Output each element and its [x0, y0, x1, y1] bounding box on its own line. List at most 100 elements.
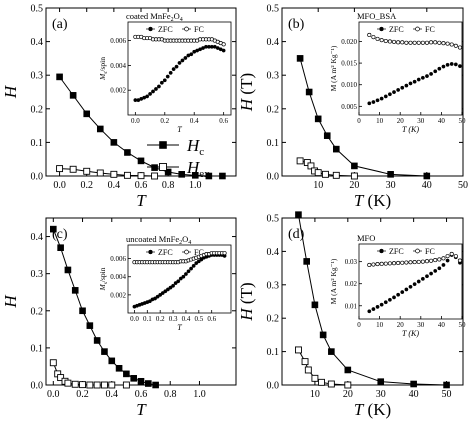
inset-data-point-FC — [404, 40, 409, 45]
data-point-Hc — [83, 110, 91, 118]
y-tick-label: 0.2 — [267, 104, 280, 115]
data-point-Hc — [145, 380, 152, 387]
data-point-Hex — [64, 379, 72, 387]
y-tick-label: 0.5 — [31, 4, 44, 15]
inset-data-point-FC — [424, 259, 430, 264]
inset-x-tick-label: 0 — [357, 117, 361, 125]
inset-data-point-ZFC — [180, 58, 185, 63]
inset-data-point-FC — [400, 40, 405, 45]
inset-y-tick-label: 0.006 — [110, 37, 126, 45]
inset-data-point-ZFC — [189, 266, 193, 271]
data-point-Hc — [93, 337, 101, 344]
inset-data-point-ZFC — [154, 87, 158, 91]
inset-data-point-ZFC — [171, 283, 175, 288]
inset-data-point-ZFC — [156, 84, 161, 89]
data-point-Hex — [110, 170, 118, 178]
inset-data-point-FC — [433, 258, 438, 263]
inset-data-point-ZFC — [445, 62, 450, 67]
data-point-Hex — [83, 167, 91, 175]
legend-marker — [159, 141, 167, 149]
inset-data-point-ZFC — [160, 291, 165, 295]
data-point-Hex — [350, 172, 358, 180]
inset-data-point-FC — [437, 257, 442, 262]
inset-y-tick-label: 0.01 — [345, 302, 358, 310]
inset-data-point-ZFC — [379, 96, 384, 101]
x-tick-label: 10 — [310, 389, 320, 400]
inset-data-point-FC — [441, 256, 446, 261]
inset-data-point-ZFC — [177, 61, 182, 65]
data-point-Hex — [123, 171, 131, 179]
data-point-Hex — [318, 378, 325, 386]
inset-data-point-ZFC — [429, 72, 433, 76]
inset-data-point-ZFC — [178, 276, 183, 281]
inset-y-tick-label: 0.02 — [345, 280, 358, 288]
data-point-Hc — [191, 172, 199, 179]
inset-data-point-ZFC — [404, 83, 409, 88]
x-axis-label: T — [136, 191, 147, 210]
data-point-Hex — [296, 157, 304, 165]
inset-legend-marker — [379, 248, 384, 254]
data-point-Hc — [319, 331, 327, 339]
data-point-Hc — [311, 301, 319, 309]
inset-data-point-ZFC — [166, 287, 170, 292]
inset-data-point-FC — [453, 254, 458, 259]
inset-data-point-ZFC — [194, 261, 199, 266]
inset-data-point-ZFC — [425, 74, 429, 78]
inset-data-point-FC — [396, 40, 401, 45]
data-point-Hc — [410, 380, 417, 388]
inset-frame — [127, 21, 232, 116]
inset-legend-label: FC — [425, 247, 435, 256]
x-tick-label: 0.8 — [164, 389, 177, 400]
inset-data-point-FC — [449, 251, 454, 256]
inset-legend-marker — [148, 26, 153, 32]
inset-x-tick-label: 0.4 — [190, 117, 199, 125]
inset-title: coated MnFe2O4 — [126, 11, 183, 23]
y-tick-label: 0.4 — [31, 37, 44, 48]
inset-title: uncoated MnFe2O4 — [126, 234, 191, 246]
y-tick-label: 0.1 — [267, 347, 280, 358]
inset-data-point-FC — [408, 40, 413, 45]
data-point-Hc — [344, 366, 352, 374]
inset-data-point-FC — [412, 40, 417, 45]
data-point-Hc — [96, 125, 104, 133]
inset-x-tick-label: 0.6 — [219, 117, 228, 125]
y-tick-label: 0.2 — [31, 104, 44, 115]
inset-data-point-ZFC — [433, 69, 438, 74]
inset-data-point-ZFC — [371, 307, 376, 311]
inset-data-point-FC — [416, 259, 421, 264]
y-tick-label: 0.5 — [267, 4, 280, 15]
inset-data-point-ZFC — [392, 295, 396, 300]
y-tick-label: 0.2 — [267, 314, 280, 325]
inset-y-tick-label: 0.004 — [110, 273, 126, 281]
inset-x-tick-label: 10 — [376, 117, 384, 125]
plot-frame — [281, 7, 464, 177]
inset-y-tick-label: 0.002 — [110, 291, 126, 299]
inset-legend-marker — [379, 26, 384, 32]
data-point-Hc — [377, 378, 385, 385]
inset-legend-marker — [184, 249, 189, 255]
data-point-Hc — [115, 364, 123, 372]
inset-data-point-FC — [371, 262, 376, 267]
x-axis-label: T — [136, 400, 147, 419]
data-point-Hc — [151, 164, 158, 171]
data-point-Hc — [50, 225, 57, 233]
data-point-Hex — [71, 380, 79, 388]
inset-data-point-ZFC — [416, 279, 421, 284]
inset-x-axis-label: T (K) — [402, 329, 419, 338]
data-point-Hc — [305, 88, 313, 96]
inset-y-tick-label: 0.002 — [110, 87, 126, 95]
inset-y-axis-label: M (A m² Kg⁻¹) — [329, 45, 338, 91]
data-point-Hc — [69, 92, 77, 99]
data-point-Hc — [295, 211, 302, 218]
inset-data-point-FC — [420, 259, 425, 264]
inset-data-point-ZFC — [196, 259, 201, 264]
legend-marker — [159, 163, 167, 171]
inset-x-tick-label: 50 — [459, 117, 467, 125]
data-point-Hex — [57, 374, 65, 382]
y-tick-label: 0.3 — [31, 269, 44, 280]
inset-legend-label: ZFC — [389, 25, 404, 34]
inset-legend-label: FC — [425, 25, 435, 34]
inset-x-tick-label: 0 — [357, 321, 361, 329]
inset-data-point-ZFC — [189, 52, 194, 57]
inset-data-point-FC — [429, 258, 434, 263]
